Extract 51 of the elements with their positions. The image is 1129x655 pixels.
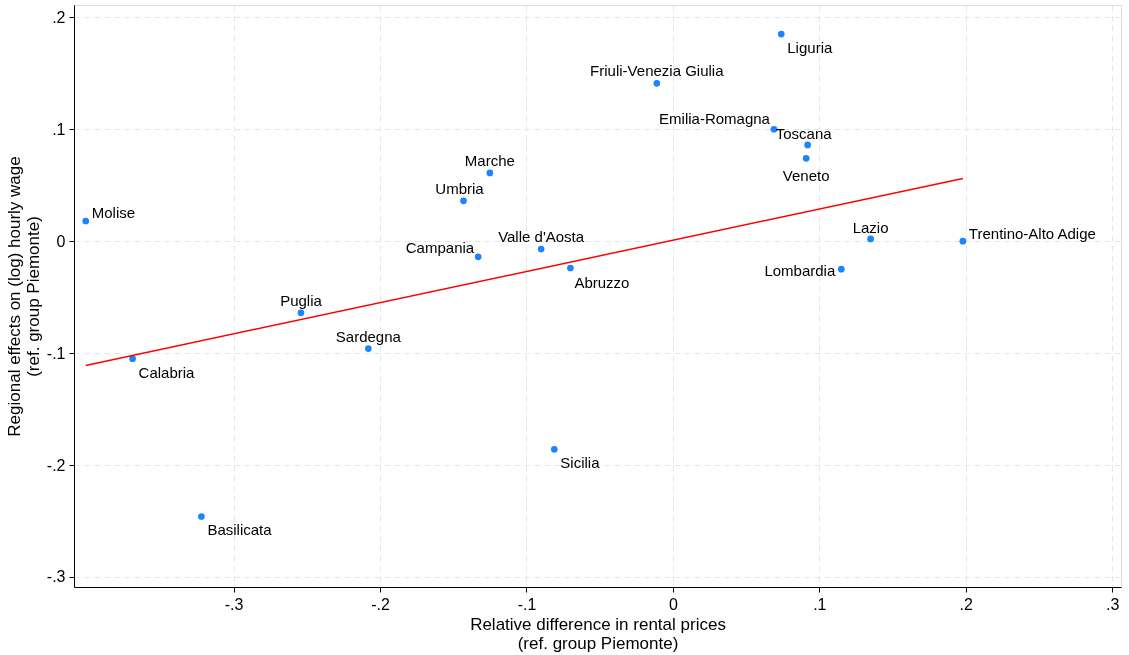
y-tick-label: -.2 [46,456,66,474]
data-label: Basilicata [207,521,273,539]
data-label: Valle d'Aosta [498,227,585,245]
data-label: Lazio [852,218,889,236]
point [567,264,574,272]
point [653,80,661,87]
y-tick-label: -.3 [46,568,66,586]
y-axis-title: Regional effects on (log) hourly wage (ref. group Piemonte) [4,156,43,437]
y-tick-label: .1 [52,120,66,138]
data-label: Campania [405,238,475,256]
point [959,237,967,245]
data-label: Friuli-Venezia Giulia [590,62,725,80]
point [777,30,785,38]
data-label: Trentino-Alto Adige [968,225,1096,243]
point [82,217,90,225]
data-label: Calabria [138,363,196,381]
x-tick-label: 0 [668,595,678,613]
data-label: Liguria [787,39,833,57]
point [297,309,305,317]
x-axis-title: Relative difference in rental prices (ref. group Piemonte) [470,614,726,653]
data-label: Molise [91,204,136,222]
point [460,197,467,205]
data-label: Emilia-Romagna [659,110,771,128]
point [486,169,494,177]
point [550,445,558,453]
data-label: Abruzzo [574,274,630,292]
x-tick-label: -.3 [224,595,244,613]
x-tick-label: .3 [1106,595,1120,613]
data-label: Sicilia [560,454,601,472]
data-label: Umbria [435,179,485,197]
data-label: Toscana [775,124,833,142]
x-tick-label: -.1 [517,595,537,613]
point [867,235,874,243]
y-tick-label: -.1 [46,344,66,362]
y-tick-label: 0 [56,232,66,250]
point [837,265,845,273]
data-label: Puglia [280,291,323,309]
point [364,345,372,352]
point [802,154,810,162]
data-label: Marche [464,151,515,169]
point [198,513,205,520]
data-label: Sardegna [335,327,402,345]
x-tick-label: -.2 [371,595,390,613]
x-tick-label: .2 [959,595,974,613]
point [474,253,482,261]
y-tick-label: .2 [52,8,66,26]
point [537,245,545,253]
point [804,141,811,149]
data-label: Veneto [782,167,830,185]
data-label: Lombardia [764,262,836,280]
x-tick-label: .1 [813,595,827,613]
